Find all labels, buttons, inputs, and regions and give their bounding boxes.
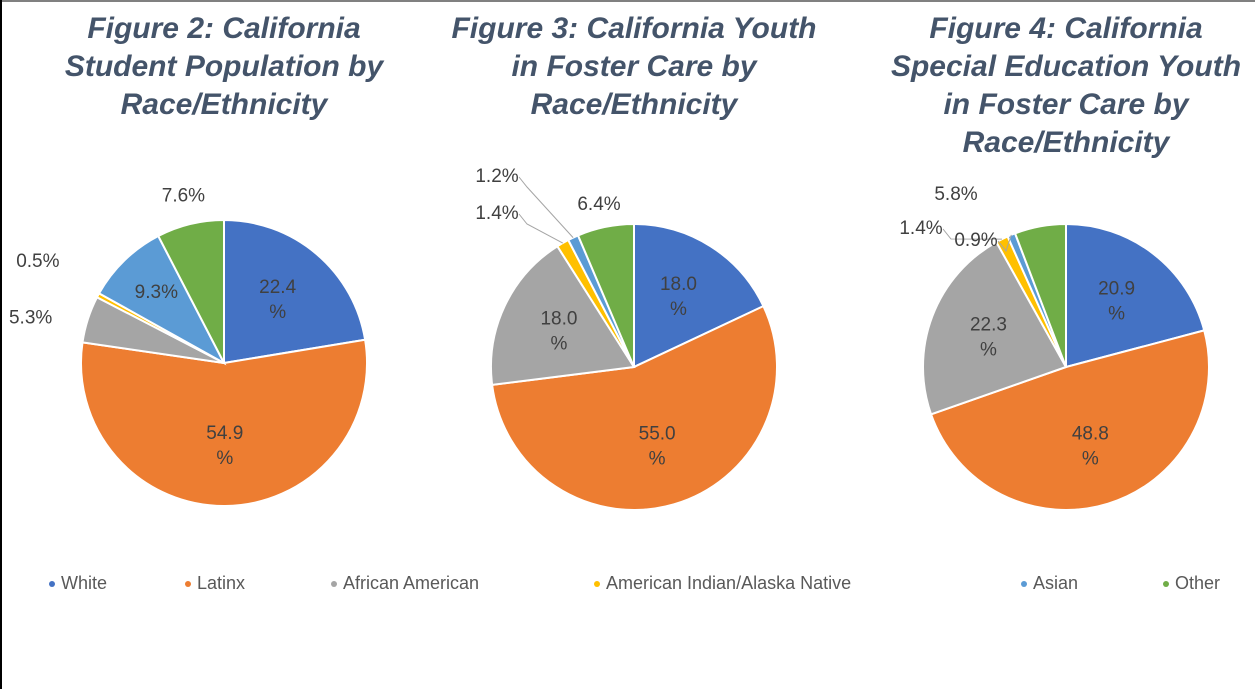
- legend-swatch: [185, 581, 191, 587]
- chart-title: in Foster Care by: [511, 50, 757, 83]
- pie-slice: [633, 222, 765, 369]
- data-label: 0.9%: [954, 230, 997, 251]
- pie-slice: [490, 244, 636, 387]
- data-label: 9.3%: [135, 282, 178, 303]
- chart-title: Figure 2: California: [87, 12, 360, 45]
- chart-title: Race/Ethnicity: [963, 126, 1171, 159]
- pie-slice: [929, 329, 1210, 511]
- leader-line: [997, 234, 1012, 253]
- pie-slice: [156, 218, 225, 364]
- legend-label: Asian: [1033, 573, 1078, 593]
- legend-swatch: [1163, 581, 1169, 587]
- data-label: 54.9%: [206, 423, 243, 469]
- data-label: 1.4%: [899, 218, 942, 239]
- pie-slice: [1065, 222, 1206, 369]
- data-label: 20.9%: [1098, 278, 1135, 324]
- data-label: 7.6%: [162, 185, 205, 206]
- chart-title: Figure 4: California: [929, 12, 1202, 45]
- legend-swatch: [331, 581, 337, 587]
- legend-swatch: [594, 581, 600, 587]
- leader-line: [942, 228, 1002, 240]
- pie-slice: [80, 338, 368, 507]
- data-label: 0.5%: [16, 251, 59, 272]
- data-label: 18.0%: [540, 309, 577, 355]
- data-label: 22.3%: [970, 315, 1007, 361]
- legend-label: American Indian/Alaska Native: [606, 573, 851, 593]
- leader-line: [518, 213, 563, 244]
- pie-slice: [922, 240, 1068, 416]
- data-label: 48.8%: [1072, 423, 1109, 469]
- chart-title: in Foster Care by: [943, 88, 1189, 121]
- chart-title: Race/Ethnicity: [531, 88, 739, 121]
- pie-slice: [223, 218, 367, 365]
- data-label: 1.4%: [475, 203, 518, 224]
- data-label: 55.0%: [639, 424, 676, 470]
- legend-label: White: [61, 573, 107, 593]
- data-label: 6.4%: [577, 194, 620, 215]
- chart-title: Figure 3: California Youth: [451, 12, 816, 45]
- pie-slice: [97, 234, 227, 366]
- pie-slice: [576, 222, 635, 368]
- leader-line: [518, 176, 574, 238]
- data-label: 5.3%: [9, 308, 52, 329]
- data-label: 18.0%: [660, 274, 697, 320]
- chart-title: Special Education Youth: [891, 50, 1241, 83]
- pie-slice: [1013, 222, 1067, 368]
- chart-title: Student Population by: [65, 50, 385, 83]
- data-label: 22.4%: [259, 277, 296, 323]
- legend-label: Latinx: [197, 573, 245, 593]
- chart-title: Race/Ethnicity: [121, 88, 329, 121]
- legend-label: African American: [343, 573, 479, 593]
- legend-label: Other: [1175, 573, 1220, 593]
- data-label: 1.2%: [475, 166, 518, 187]
- data-label: 5.8%: [934, 184, 977, 205]
- legend-swatch: [49, 581, 55, 587]
- legend-swatch: [1021, 581, 1027, 587]
- pie-slice: [491, 304, 778, 511]
